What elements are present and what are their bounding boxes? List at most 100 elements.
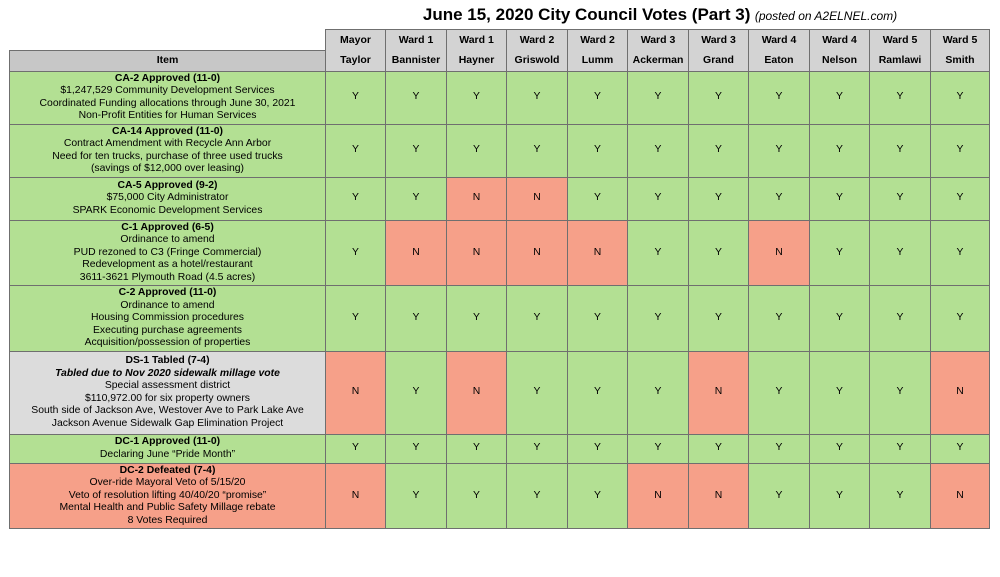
item-detail-line: Redevelopment as a hotel/restaurant (82, 259, 253, 270)
vote-cell: Y (869, 285, 931, 352)
vote-cell: Y (385, 123, 447, 178)
vote-cell: Y (930, 123, 990, 178)
vote-cell: N (627, 462, 689, 529)
vote-cell: Y (748, 433, 810, 464)
vote-row: DC-1 Approved (11-0) Declaring June “Prid… (9, 433, 990, 464)
vote-cell: Y (325, 433, 386, 464)
vote-cell: Y (446, 285, 507, 352)
header-role: Ward 4 (748, 29, 810, 50)
vote-cell: N (325, 350, 386, 435)
votes-body: CA-2 Approved (11-0) $1,247,529 Community… (9, 70, 990, 529)
item-detail-line: South side of Jackson Ave, Westover Ave … (31, 405, 304, 416)
item-detail-line: $1,247,529 Community Development Service… (60, 85, 275, 96)
header-blank (9, 29, 326, 51)
header-role: Ward 5 (930, 29, 990, 50)
vote-cell: Y (869, 70, 931, 125)
item-note: Tabled due to Nov 2020 sidewalk millage … (55, 367, 280, 379)
item-detail-line: Housing Commission procedures (90, 312, 245, 323)
item-detail-line: Over-ride Mayoral Veto of 5/15/20 (89, 477, 246, 488)
header-row-roles: Mayor Ward 1 Ward 1 Ward 2 Ward 2 Ward 3 Ward … (9, 29, 990, 51)
item-detail-line: SPARK Economic Development Services (72, 204, 263, 216)
vote-cell: Y (930, 219, 990, 286)
vote-cell: Y (627, 433, 689, 464)
vote-cell: Y (446, 123, 507, 178)
title-main: June 15, 2020 City Council Votes (Part 3… (422, 5, 751, 24)
vote-cell: Y (567, 350, 628, 435)
header-member-name: Eaton (748, 50, 810, 72)
vote-cell: Y (748, 123, 810, 178)
vote-cell: N (446, 219, 507, 286)
vote-cell: Y (506, 462, 568, 529)
header-role: Ward 4 (809, 29, 870, 50)
vote-cell: Y (809, 285, 870, 352)
vote-cell: Y (809, 350, 870, 435)
item-detail-line: Veto of resolution lifting 40/40/20 “pro… (68, 489, 267, 501)
header-member-name: Nelson (809, 50, 870, 72)
vote-row: C-2 Approved (11-0) Ordinance to amend Hou… (9, 285, 990, 352)
header-member-name: Lumm (567, 50, 628, 72)
item-cell: CA-14 Approved (11-0) Contract Amendment … (9, 123, 326, 178)
vote-cell: Y (627, 285, 689, 352)
vote-cell: Y (748, 70, 810, 125)
vote-cell: N (748, 219, 810, 286)
vote-cell: N (385, 219, 447, 286)
item-cell: CA-5 Approved (9-2) $75,000 City Administ… (9, 176, 326, 221)
vote-cell: N (506, 176, 568, 221)
vote-cell: Y (748, 462, 810, 529)
item-detail-line: Special assessment district (104, 380, 231, 391)
vote-cell: Y (809, 462, 870, 529)
header-row-names: Item Taylor Bannister Hayner Griswold Lumm Ack… (9, 50, 990, 72)
vote-cell: N (688, 350, 749, 435)
vote-cell: Y (688, 123, 749, 178)
item-title: CA-14 Approved (11-0) (111, 125, 224, 137)
item-title: DC-2 Defeated (7-4) (119, 464, 216, 476)
vote-row: C-1 Approved (6-5) Ordinance to amend PUD … (9, 219, 990, 286)
vote-cell: Y (809, 433, 870, 464)
item-title: DS-1 Tabled (7-4) (125, 355, 210, 366)
item-detail-line: 3611-3621 Plymouth Road (4.5 acres) (79, 271, 256, 283)
vote-cell: Y (506, 433, 568, 464)
vote-cell: Y (930, 70, 990, 125)
vote-cell: Y (688, 70, 749, 125)
header-member-name: Smith (930, 50, 990, 72)
header-member-name: Ramlawi (869, 50, 931, 72)
item-detail-line: Declaring June “Pride Month” (99, 448, 236, 460)
vote-cell: N (688, 462, 749, 529)
vote-cell: Y (506, 350, 568, 435)
vote-cell: Y (748, 350, 810, 435)
item-detail-line: Non-Profit Entities for Human Services (78, 110, 257, 121)
item-detail-line: $110,972.00 for six property owners (85, 392, 250, 404)
item-detail-line: Ordinance to amend (120, 299, 215, 311)
item-detail-line: Need for ten trucks, purchase of three u… (52, 150, 283, 162)
vote-cell: Y (567, 285, 628, 352)
item-detail-line: Coordinated Funding allocations through … (39, 97, 296, 109)
vote-cell: Y (809, 123, 870, 178)
vote-cell: N (446, 176, 507, 221)
header-role: Mayor (325, 29, 386, 50)
title-source: (posted on A2ELNEL.com) (754, 9, 898, 23)
header-member-name: Grand (688, 50, 749, 72)
item-detail-line: PUD rezoned to C3 (Fringe Commercial) (73, 246, 262, 258)
vote-cell: Y (567, 462, 628, 529)
header-role: Ward 2 (506, 29, 568, 50)
header-role: Ward 3 (688, 29, 749, 50)
vote-cell: N (446, 350, 507, 435)
header-role: Ward 3 (627, 29, 689, 50)
vote-cell: Y (506, 123, 568, 178)
item-detail-line: (savings of $12,000 over leasing) (90, 163, 245, 174)
item-cell: C-1 Approved (6-5) Ordinance to amend PUD … (9, 219, 326, 286)
vote-cell: Y (446, 433, 507, 464)
header-role: Ward 2 (567, 29, 628, 50)
vote-cell: Y (930, 433, 990, 464)
item-title: CA-5 Approved (9-2) (117, 179, 218, 191)
vote-cell: Y (688, 176, 749, 221)
vote-cell: Y (385, 70, 447, 125)
vote-cell: Y (627, 176, 689, 221)
item-cell: C-2 Approved (11-0) Ordinance to amend Hou… (9, 285, 326, 352)
vote-cell: Y (385, 433, 447, 464)
vote-cell: N (930, 350, 990, 435)
vote-cell: Y (567, 70, 628, 125)
vote-cell: Y (567, 123, 628, 178)
vote-cell: Y (930, 176, 990, 221)
vote-cell: Y (385, 176, 447, 221)
